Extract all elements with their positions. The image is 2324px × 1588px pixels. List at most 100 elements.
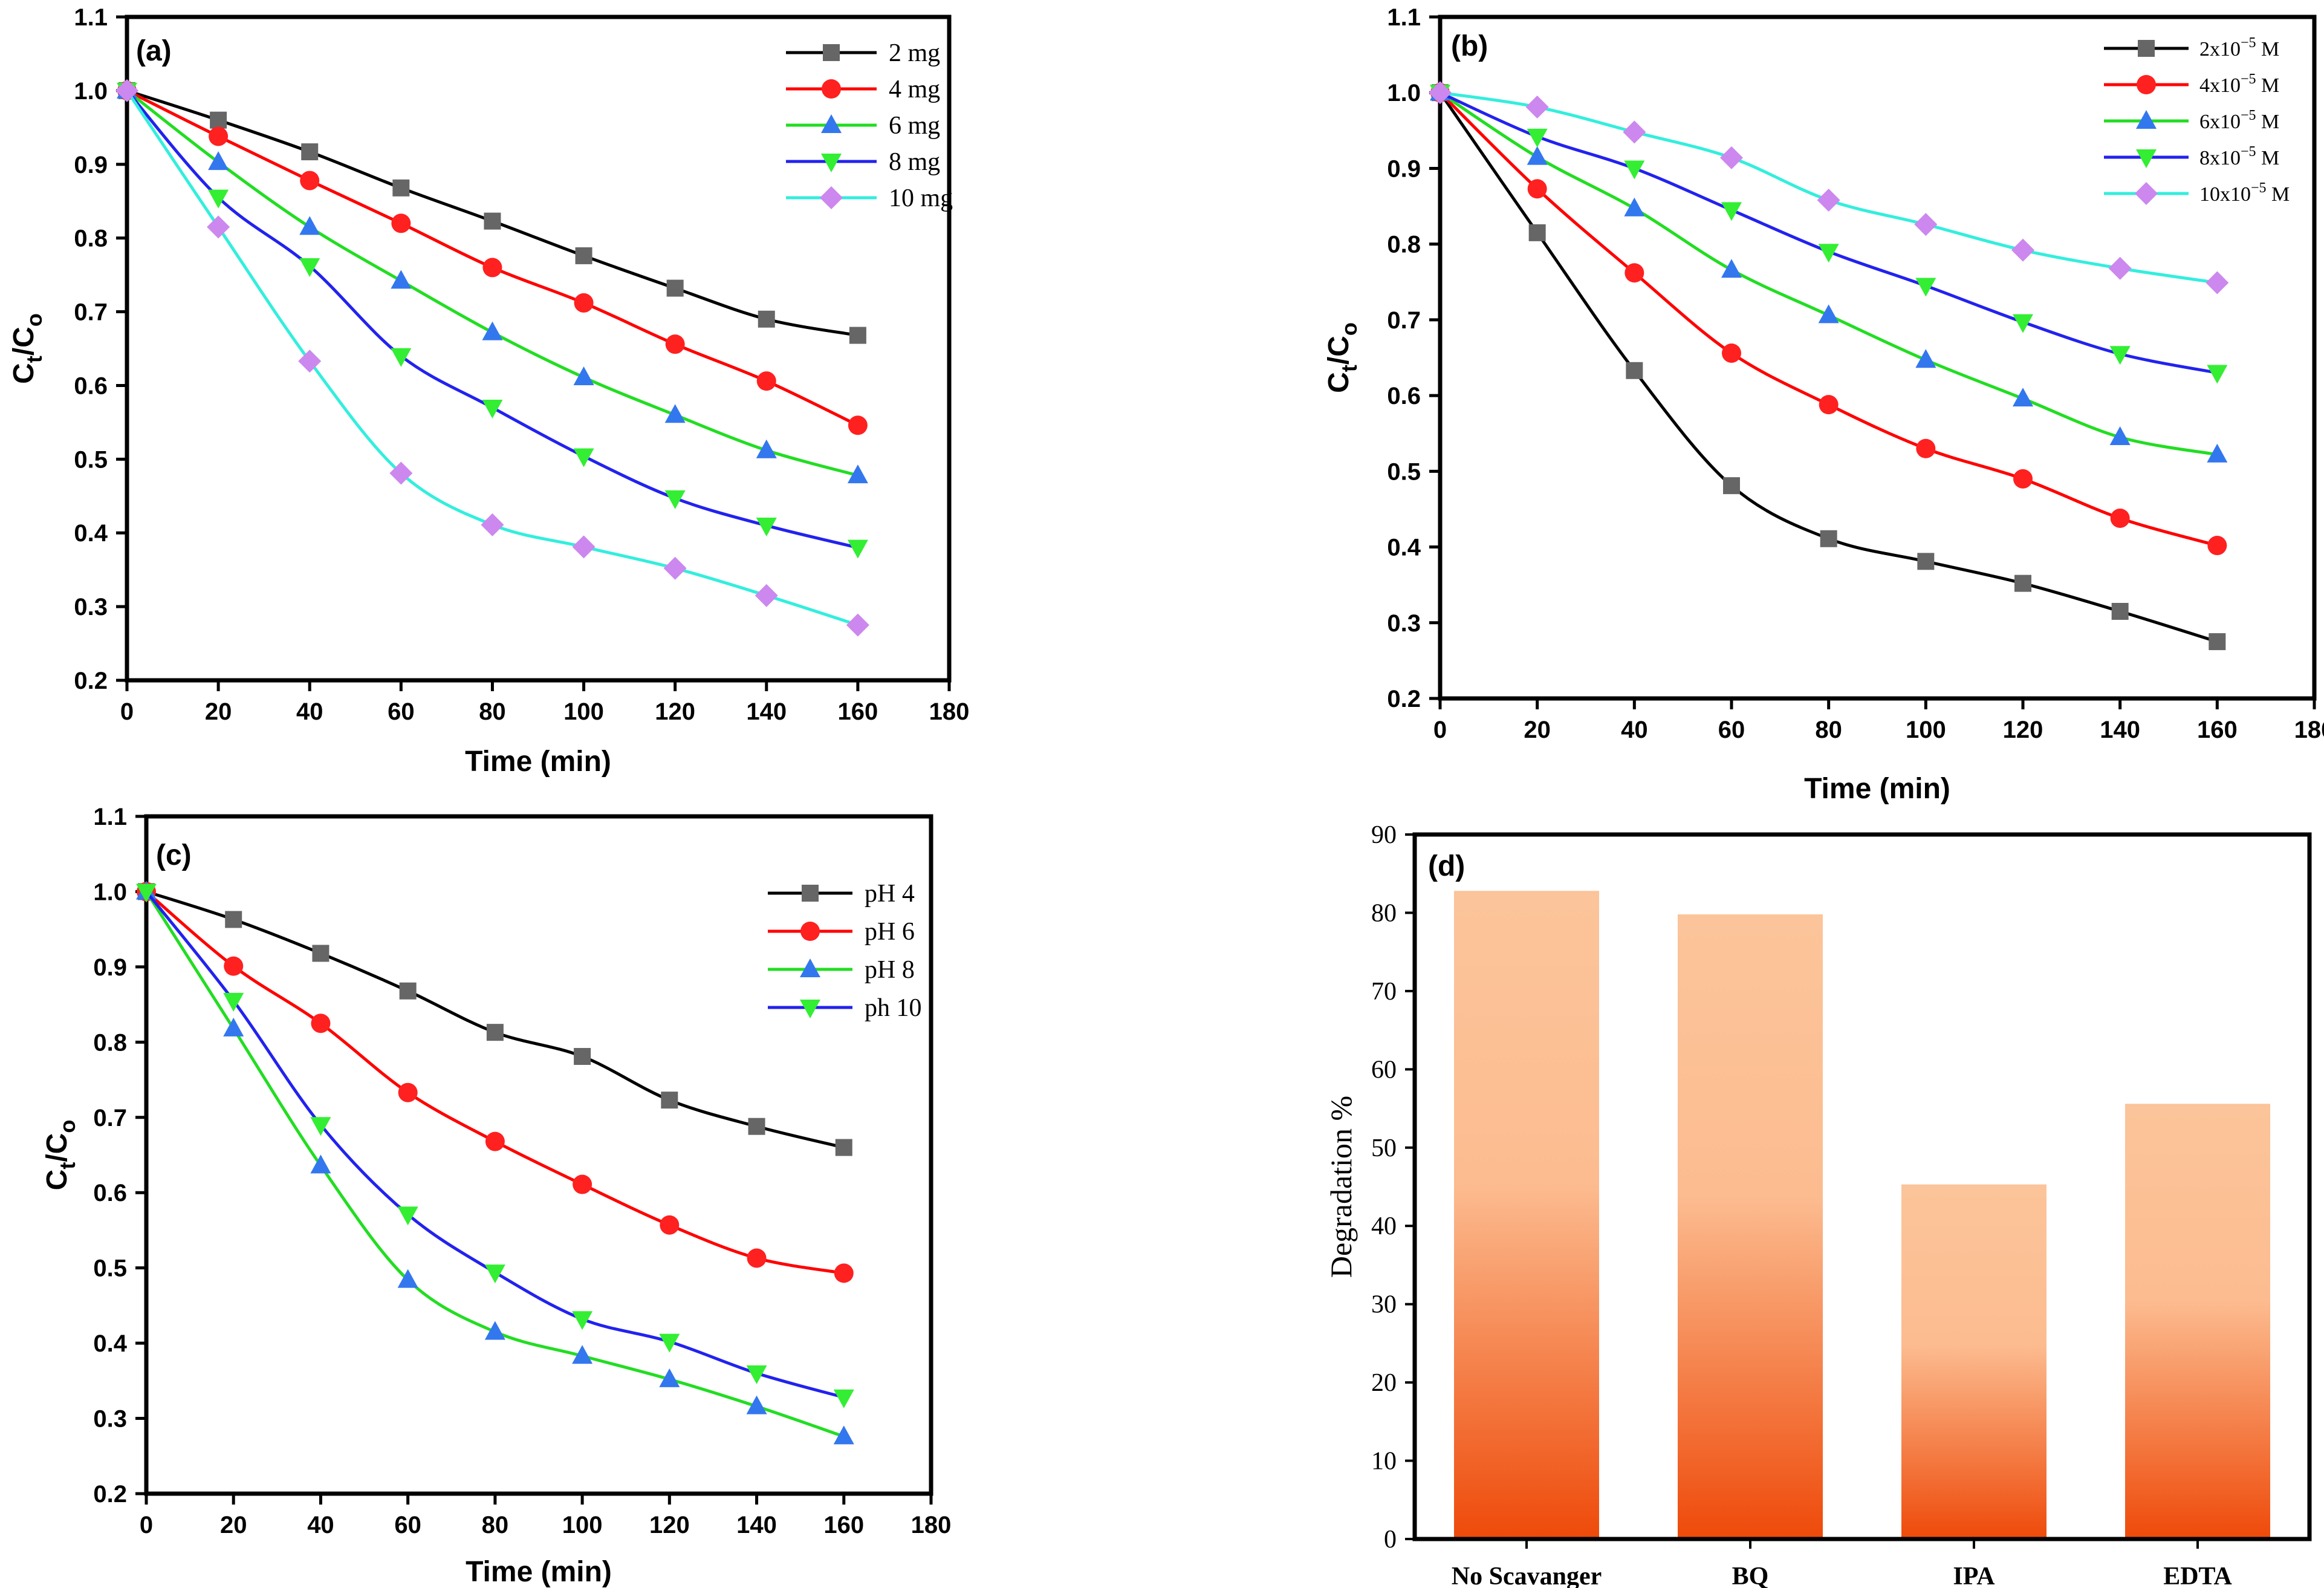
data-point — [115, 79, 138, 102]
x-tick-label: 100 — [563, 698, 604, 725]
bar — [2125, 1104, 2270, 1539]
data-point — [207, 215, 230, 239]
series-line — [126, 89, 859, 477]
y-tick-label: 1.1 — [74, 4, 108, 31]
data-point — [481, 513, 504, 536]
x-category-label: IPA — [1953, 1563, 1995, 1588]
data-point — [575, 247, 592, 264]
y-tick-label: 0.4 — [1387, 535, 1421, 561]
plot-frame — [144, 814, 933, 1496]
series-line — [145, 890, 845, 1399]
data-point — [311, 1014, 331, 1033]
y-tick-label: 0.9 — [1387, 155, 1421, 182]
y-axis-title-part: o — [55, 1120, 80, 1133]
x-tick-label: 100 — [562, 1512, 603, 1538]
data-point — [748, 1118, 765, 1135]
y-tick-label: 10 — [1371, 1448, 1397, 1476]
data-point — [1525, 96, 1549, 119]
panel-label: (a) — [136, 35, 172, 67]
data-point — [661, 1092, 678, 1109]
x-tick-label: 180 — [2294, 717, 2324, 743]
data-point — [1917, 553, 1935, 570]
legend-label: 10x10−5 M — [2199, 180, 2290, 206]
data-point — [2207, 536, 2227, 556]
data-point — [2206, 271, 2229, 294]
plot-frame — [1412, 832, 2312, 1541]
data-point — [573, 448, 594, 467]
legend-marker — [2138, 40, 2155, 57]
panel-label: (b) — [1451, 30, 1488, 62]
data-point — [310, 1154, 331, 1174]
x-category-label: No Scavanger — [1452, 1563, 1602, 1588]
y-axis-title: Ct/Co — [41, 1120, 80, 1191]
panel-label: (c) — [156, 839, 192, 871]
data-point — [1721, 202, 1742, 221]
legend-marker — [823, 44, 840, 61]
legend-label: 6 mg — [889, 112, 940, 140]
data-point — [1720, 146, 1743, 169]
data-point — [1527, 128, 1548, 148]
legend-marker — [800, 958, 820, 977]
series-1: 4x10−5 M — [1430, 71, 2279, 556]
data-point — [1820, 530, 1837, 547]
data-point — [663, 556, 687, 580]
x-tick-label: 180 — [929, 698, 970, 725]
y-tick-label: 1.1 — [1387, 4, 1421, 31]
series-0: 2 mg — [118, 39, 940, 344]
y-tick-label: 1.0 — [74, 78, 108, 105]
series-2: pH 8 — [136, 880, 915, 1445]
x-category-label: BQ — [1732, 1563, 1769, 1588]
legend-marker — [800, 922, 820, 941]
data-point — [756, 518, 777, 537]
data-point — [1817, 189, 1840, 212]
y-tick-label: 0.5 — [93, 1255, 127, 1282]
plot-frame — [1438, 15, 2317, 701]
series-0: pH 4 — [138, 880, 915, 1156]
data-point — [208, 189, 229, 209]
data-point — [660, 1215, 680, 1235]
series-line — [126, 89, 859, 550]
legend-label-base: 4x10 — [2199, 74, 2241, 97]
legend-label: pH 6 — [865, 918, 915, 946]
legend-label: ph 10 — [865, 994, 922, 1022]
data-point — [659, 1368, 680, 1387]
y-tick-label: 0.7 — [74, 299, 108, 326]
data-point — [665, 334, 685, 354]
series-line — [144, 891, 845, 1438]
data-point — [298, 350, 322, 373]
data-point — [391, 213, 411, 233]
y-tick-label: 20 — [1371, 1369, 1397, 1397]
data-point — [484, 212, 501, 230]
data-point — [2109, 346, 2131, 365]
data-point — [301, 143, 319, 161]
data-point — [1623, 120, 1646, 144]
legend-marker — [802, 885, 819, 902]
y-tick-label: 0.7 — [93, 1105, 127, 1131]
data-point — [746, 1365, 767, 1384]
data-point — [756, 439, 777, 458]
y-tick-label: 0.2 — [1387, 686, 1421, 712]
legend-label: 2 mg — [889, 39, 940, 67]
y-axis-title: Degradation % — [1324, 1096, 1358, 1278]
series-3: 8 mg — [117, 82, 940, 559]
data-point — [391, 270, 412, 289]
legend-label-unit: M — [2256, 111, 2280, 133]
chart-panel-a: 0 20 40 60 80 100 120 140 160 180 0.2 0.3 0.4 0.5 0.6 0… — [8, 4, 969, 778]
data-point — [208, 151, 229, 171]
data-point — [1819, 395, 1839, 415]
legend-marker — [2136, 149, 2157, 168]
legend-label: pH 4 — [865, 880, 915, 908]
y-tick-label: 0.6 — [74, 373, 108, 399]
data-point — [833, 1389, 854, 1408]
series-4: 10x10−5 M — [1429, 81, 2290, 294]
y-axis-title-part: C — [41, 1170, 73, 1191]
x-tick-label: 120 — [655, 698, 695, 725]
legend-label-unit: M — [2256, 38, 2280, 60]
data-point — [848, 415, 868, 435]
y-axis-title-part: /C — [1323, 336, 1355, 365]
y-tick-label: 0 — [1384, 1526, 1397, 1554]
y-tick-label: 90 — [1371, 821, 1397, 849]
data-point — [210, 111, 227, 129]
series-line — [1439, 91, 2218, 547]
series-line — [146, 890, 845, 1149]
